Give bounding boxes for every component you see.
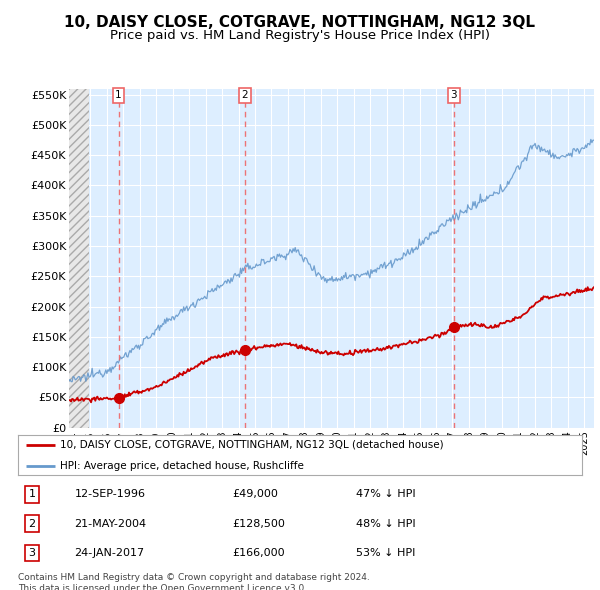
Text: 1: 1 xyxy=(29,489,35,499)
Text: 10, DAISY CLOSE, COTGRAVE, NOTTINGHAM, NG12 3QL (detached house): 10, DAISY CLOSE, COTGRAVE, NOTTINGHAM, N… xyxy=(60,440,444,450)
Text: 24-JAN-2017: 24-JAN-2017 xyxy=(74,548,145,558)
Text: 3: 3 xyxy=(451,90,457,100)
Text: Contains HM Land Registry data © Crown copyright and database right 2024.
This d: Contains HM Land Registry data © Crown c… xyxy=(18,573,370,590)
Text: 53% ↓ HPI: 53% ↓ HPI xyxy=(356,548,416,558)
Text: 21-MAY-2004: 21-MAY-2004 xyxy=(74,519,146,529)
Bar xyxy=(69,88,89,428)
Text: Price paid vs. HM Land Registry's House Price Index (HPI): Price paid vs. HM Land Registry's House … xyxy=(110,30,490,42)
Text: 2: 2 xyxy=(242,90,248,100)
Text: £49,000: £49,000 xyxy=(232,489,278,499)
Text: 1: 1 xyxy=(115,90,122,100)
Text: 3: 3 xyxy=(29,548,35,558)
Text: 48% ↓ HPI: 48% ↓ HPI xyxy=(356,519,416,529)
Text: £128,500: £128,500 xyxy=(232,519,285,529)
Text: 12-SEP-1996: 12-SEP-1996 xyxy=(74,489,145,499)
Text: £166,000: £166,000 xyxy=(232,548,285,558)
Text: 47% ↓ HPI: 47% ↓ HPI xyxy=(356,489,416,499)
Text: HPI: Average price, detached house, Rushcliffe: HPI: Average price, detached house, Rush… xyxy=(60,461,304,471)
Text: 2: 2 xyxy=(29,519,35,529)
Text: 10, DAISY CLOSE, COTGRAVE, NOTTINGHAM, NG12 3QL: 10, DAISY CLOSE, COTGRAVE, NOTTINGHAM, N… xyxy=(65,15,536,30)
